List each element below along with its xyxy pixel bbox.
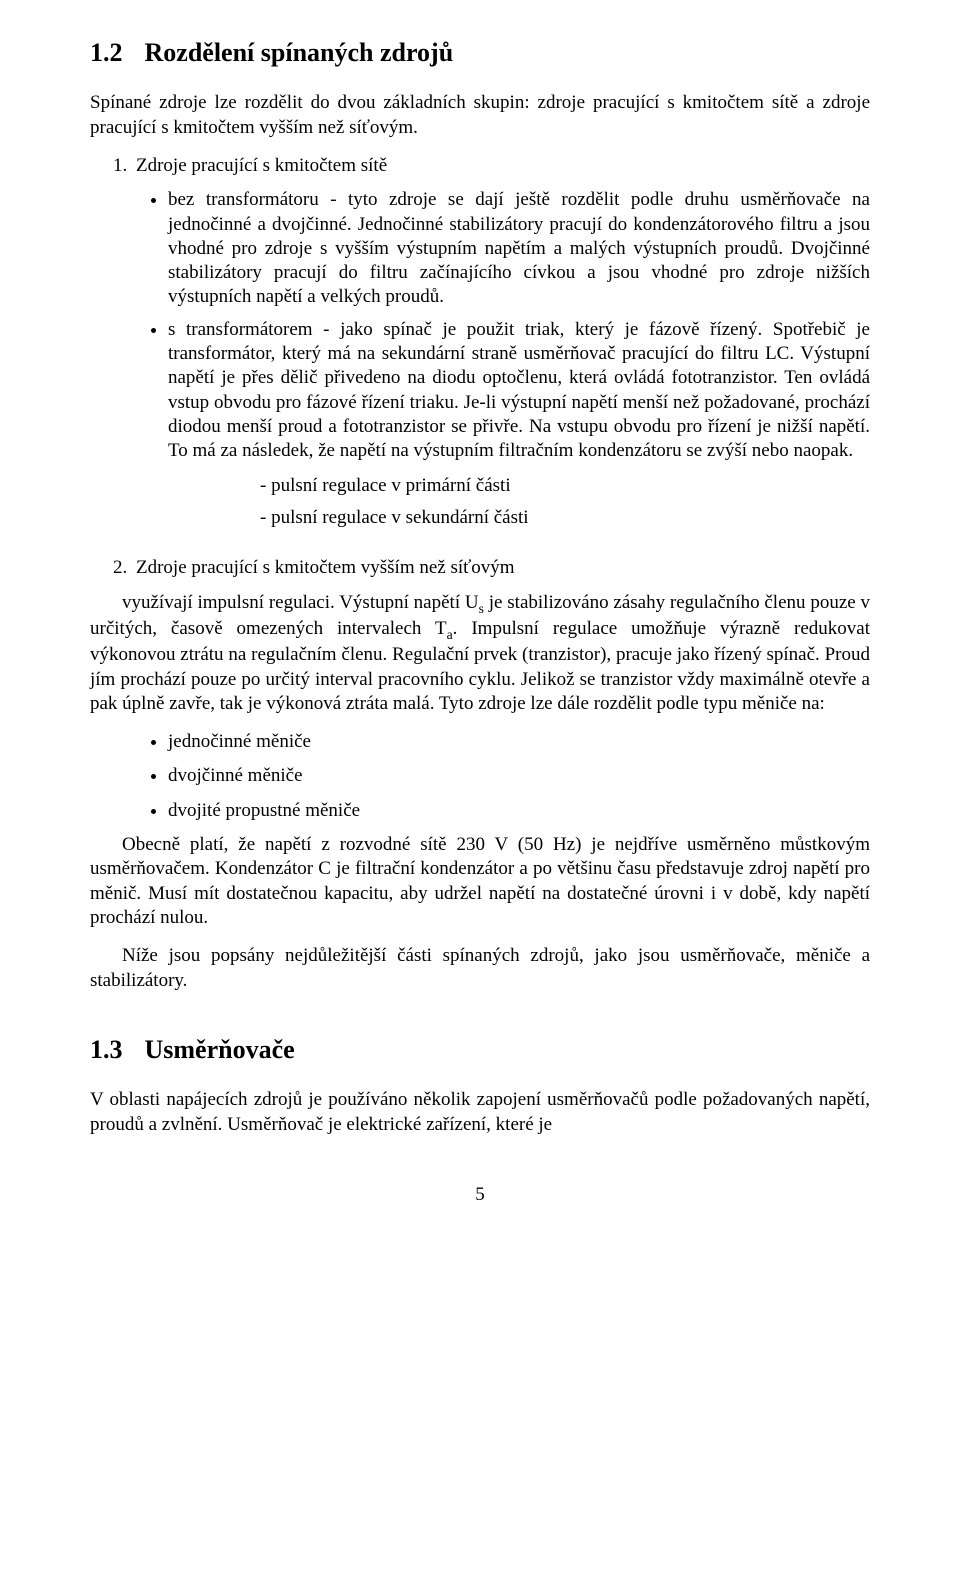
bullet-item: s transformátorem - jako spínač je použi…	[168, 318, 870, 464]
bullet-item: bez transformátoru - tyto zdroje se dají…	[168, 188, 870, 310]
page: 1.2 Rozdělení spínaných zdrojů Spínané zd…	[0, 0, 960, 1247]
sub-line: - pulsní regulace v sekundární části	[90, 506, 870, 530]
heading-1-2: 1.2 Rozdělení spínaných zdrojů	[90, 36, 870, 69]
paragraph-1-3: V oblasti napájecích zdrojů je používáno…	[90, 1088, 870, 1137]
bullet-lead: bez transformátoru	[168, 189, 319, 210]
intro-paragraph: Spínané zdroje lze rozdělit do dvou zákl…	[90, 91, 870, 140]
heading-title: Rozdělení spínaných zdrojů	[145, 38, 454, 67]
bullet-lead: s transformátorem	[168, 319, 313, 340]
heading-number: 1.3	[90, 1033, 123, 1066]
bullet-list-1: bez transformátoru - tyto zdroje se dají…	[90, 188, 870, 463]
bullet-item: dvojčinné měniče	[168, 764, 870, 788]
list-item-2: Zdroje pracující s kmitočtem vyšším než …	[132, 556, 870, 580]
bullet-rest: - jako spínač je použit triak, který je …	[168, 319, 870, 462]
bullet-item: dvojité propustné měniče	[168, 799, 870, 823]
numbered-list-2: Zdroje pracující s kmitočtem vyšším než …	[90, 556, 870, 580]
bullet-item: jednočinné měniče	[168, 730, 870, 754]
paragraph-impulse: využívají impulsní regulaci. Výstupní na…	[90, 591, 870, 717]
heading-1-3: 1.3 Usměrňovače	[90, 1033, 870, 1066]
paragraph-below: Níže jsou popsány nejdůležitější části s…	[90, 944, 870, 993]
bullet-list-2: jednočinné měniče dvojčinné měniče dvoji…	[90, 730, 870, 823]
heading-number: 1.2	[90, 36, 123, 69]
numbered-list-1: Zdroje pracující s kmitočtem sítě	[90, 154, 870, 178]
sub-line: - pulsní regulace v primární části	[90, 474, 870, 498]
page-number: 5	[90, 1183, 870, 1207]
heading-title: Usměrňovače	[145, 1035, 295, 1064]
list-item-1: Zdroje pracující s kmitočtem sítě	[132, 154, 870, 178]
text-run: využívají impulsní regulaci. Výstupní na…	[122, 592, 479, 613]
paragraph-general: Obecně platí, že napětí z rozvodné sítě …	[90, 833, 870, 930]
